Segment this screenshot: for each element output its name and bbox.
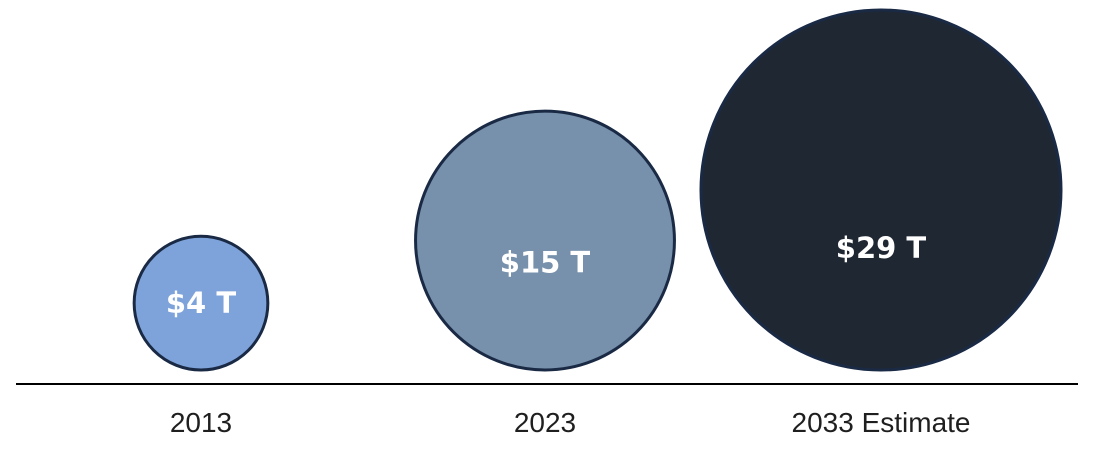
value-label: $29 T — [836, 231, 927, 265]
bubble-2013 — [132, 234, 270, 372]
value-labels-group: $4 T $15 T $29 T — [166, 231, 927, 320]
category-label: 2013 — [170, 407, 232, 438]
category-labels-group: 2013 2023 2033 Estimate — [170, 407, 971, 438]
value-label: $4 T — [166, 286, 236, 320]
value-label: $15 T — [500, 246, 591, 280]
category-label: 2023 — [514, 407, 576, 438]
category-label: 2033 Estimate — [792, 407, 971, 438]
bubble-2033-estimate — [699, 8, 1063, 372]
bubble-2023 — [414, 109, 676, 372]
bubbles-group — [132, 8, 1063, 372]
